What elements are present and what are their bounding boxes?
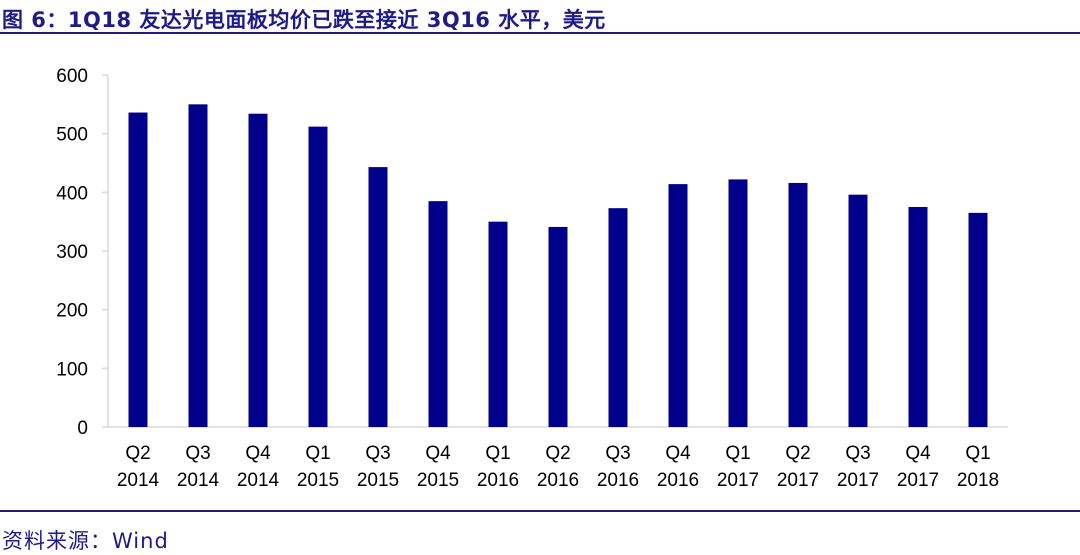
bar-14 [968, 212, 988, 427]
x-tick-label-quarter: Q1 [965, 443, 990, 464]
source-rule [0, 510, 1080, 512]
bar-11 [788, 182, 808, 427]
bar-3 [308, 126, 328, 428]
bar-5 [428, 201, 448, 427]
x-tick-label-quarter: Q2 [785, 443, 810, 464]
bar-9 [668, 184, 688, 427]
x-tick-label-quarter: Q4 [245, 443, 271, 464]
x-tick-label-quarter: Q4 [425, 443, 451, 464]
x-tick-label-year: 2017 [777, 470, 819, 491]
x-tick-label-year: 2016 [597, 470, 639, 491]
y-tick-label: 600 [56, 66, 88, 87]
x-tick-label-year: 2016 [537, 470, 579, 491]
x-tick-label-year: 2015 [417, 470, 459, 491]
bar-10 [728, 179, 748, 427]
title-rule [0, 32, 1080, 34]
x-tick-label-year: 2015 [357, 470, 399, 491]
bar-0 [128, 112, 148, 428]
x-tick-label-year: 2018 [957, 470, 999, 491]
x-tick-label-year: 2015 [297, 470, 339, 491]
x-tick-label-quarter: Q1 [305, 443, 330, 464]
bar-2 [248, 113, 268, 427]
bar-1 [188, 104, 208, 427]
x-tick-label-year: 2014 [117, 470, 160, 491]
y-tick-label: 100 [56, 359, 88, 380]
y-tick-label: 500 [56, 125, 88, 146]
figure-title: 图 6：1Q18 友达光电面板均价已跌至接近 3Q16 水平，美元 [2, 8, 606, 32]
y-tick-label: 300 [56, 242, 88, 263]
bar-8 [608, 208, 628, 427]
bar-chart: 0 100 200 300 400 500 600 Q2 2014 Q3 2014 Q4 2014 Q1 2… [56, 66, 1008, 491]
source-note: 资料来源：Wind [2, 529, 169, 553]
bar-4 [368, 167, 388, 427]
x-tick-label-year: 2017 [837, 470, 879, 491]
y-tick-label: 400 [56, 183, 88, 204]
x-tick-label-quarter: Q3 [365, 443, 390, 464]
x-tick-label-quarter: Q1 [485, 443, 510, 464]
x-tick-label-quarter: Q3 [185, 443, 210, 464]
x-tick-label-year: 2017 [897, 470, 939, 491]
x-tick-label-quarter: Q4 [905, 443, 931, 464]
x-tick-label-year: 2016 [477, 470, 519, 491]
y-tick-label: 0 [77, 418, 88, 439]
bar-7 [548, 226, 568, 427]
x-tick-label-year: 2017 [717, 470, 759, 491]
bar-6 [488, 221, 508, 427]
x-tick-label-quarter: Q4 [665, 443, 691, 464]
x-tick-label-year: 2014 [237, 470, 280, 491]
x-tick-label-year: 2014 [177, 470, 220, 491]
x-tick-label-quarter: Q1 [725, 443, 750, 464]
x-tick-label-quarter: Q2 [125, 443, 150, 464]
bar-12 [848, 194, 868, 427]
x-tick-label-quarter: Q2 [545, 443, 570, 464]
y-tick-label: 200 [56, 301, 88, 322]
x-tick-label-year: 2016 [657, 470, 699, 491]
bar-13 [908, 207, 928, 427]
x-tick-label-quarter: Q3 [605, 443, 630, 464]
x-tick-label-quarter: Q3 [845, 443, 870, 464]
